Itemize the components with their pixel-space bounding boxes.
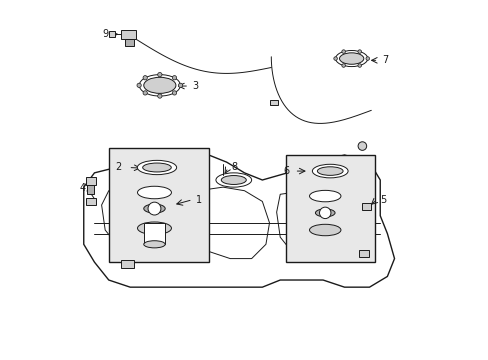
Bar bbox=[108, 148, 208, 262]
Bar bbox=[85, 177, 96, 185]
Bar bbox=[121, 30, 135, 39]
Ellipse shape bbox=[287, 180, 323, 194]
Ellipse shape bbox=[216, 173, 251, 187]
Text: 1: 1 bbox=[196, 195, 202, 204]
Ellipse shape bbox=[143, 204, 165, 213]
Ellipse shape bbox=[142, 163, 171, 172]
Bar bbox=[358, 250, 368, 257]
Circle shape bbox=[341, 50, 345, 53]
Ellipse shape bbox=[312, 164, 347, 178]
Circle shape bbox=[319, 207, 330, 219]
Polygon shape bbox=[102, 187, 183, 258]
Ellipse shape bbox=[137, 222, 171, 234]
Circle shape bbox=[137, 83, 141, 87]
Circle shape bbox=[157, 72, 162, 77]
Ellipse shape bbox=[137, 160, 176, 175]
Circle shape bbox=[333, 57, 337, 60]
Bar bbox=[87, 185, 94, 194]
Circle shape bbox=[178, 83, 183, 87]
Circle shape bbox=[157, 94, 162, 98]
Circle shape bbox=[172, 76, 176, 80]
Circle shape bbox=[365, 57, 369, 60]
Ellipse shape bbox=[309, 224, 340, 236]
Bar bbox=[285, 155, 374, 262]
Text: 4: 4 bbox=[79, 183, 85, 193]
Circle shape bbox=[143, 76, 147, 80]
Text: 2: 2 bbox=[115, 162, 121, 172]
Text: 3: 3 bbox=[192, 81, 199, 91]
Ellipse shape bbox=[144, 169, 180, 184]
Circle shape bbox=[143, 91, 147, 95]
Bar bbox=[361, 203, 370, 210]
Circle shape bbox=[172, 91, 176, 95]
Polygon shape bbox=[276, 191, 354, 262]
Ellipse shape bbox=[221, 176, 246, 184]
Polygon shape bbox=[190, 187, 269, 258]
Polygon shape bbox=[83, 155, 394, 287]
Circle shape bbox=[148, 202, 161, 215]
Bar bbox=[270, 100, 278, 105]
Text: 7: 7 bbox=[381, 55, 387, 65]
Circle shape bbox=[357, 50, 361, 53]
Ellipse shape bbox=[315, 209, 334, 217]
Circle shape bbox=[357, 142, 366, 150]
Bar bbox=[85, 198, 96, 205]
Bar bbox=[108, 31, 115, 37]
Text: 8: 8 bbox=[231, 162, 237, 172]
Bar bbox=[143, 223, 165, 244]
Ellipse shape bbox=[143, 77, 176, 93]
Text: 6: 6 bbox=[283, 166, 289, 176]
Ellipse shape bbox=[149, 172, 175, 181]
Bar bbox=[121, 260, 134, 267]
Text: 5: 5 bbox=[380, 195, 386, 204]
Bar bbox=[124, 39, 134, 46]
Ellipse shape bbox=[317, 167, 343, 175]
Ellipse shape bbox=[292, 183, 317, 192]
Ellipse shape bbox=[139, 75, 180, 96]
Ellipse shape bbox=[137, 186, 171, 199]
Ellipse shape bbox=[143, 241, 165, 248]
Circle shape bbox=[341, 64, 345, 67]
Circle shape bbox=[357, 64, 361, 67]
Ellipse shape bbox=[335, 50, 367, 67]
Ellipse shape bbox=[339, 53, 363, 64]
Ellipse shape bbox=[309, 190, 340, 202]
Text: 9: 9 bbox=[102, 29, 108, 39]
